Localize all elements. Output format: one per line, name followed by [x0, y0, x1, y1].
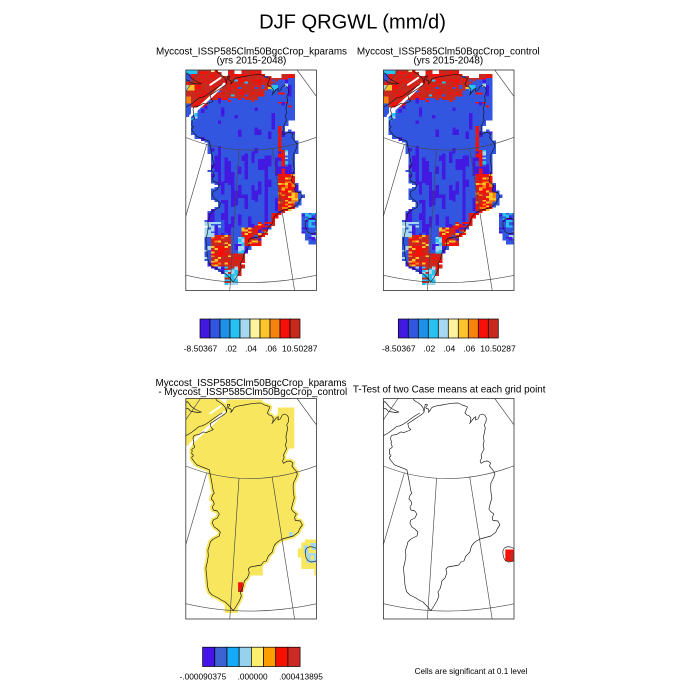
svg-text:.06: .06 — [265, 343, 277, 353]
svg-text:(yrs 2015-2048): (yrs 2015-2048) — [413, 55, 483, 66]
svg-text:T-Test of two Case means at ea: T-Test of two Case means at each grid po… — [353, 384, 546, 395]
svg-text:-8.50367: -8.50367 — [382, 343, 416, 353]
svg-text:.02: .02 — [423, 343, 435, 353]
svg-text:.02: .02 — [225, 343, 237, 353]
svg-text:Myccost_ISSP585Clm50BgcCrop_kp: Myccost_ISSP585Clm50BgcCrop_kparams — [156, 378, 347, 389]
svg-text:-8.50367: -8.50367 — [184, 343, 218, 353]
svg-text:(yrs 2015-2048): (yrs 2015-2048) — [217, 55, 287, 66]
svg-text:.000413895: .000413895 — [279, 671, 323, 681]
svg-text:10.50287: 10.50287 — [480, 343, 516, 353]
svg-text:DJF QRGWL (mm/d): DJF QRGWL (mm/d) — [259, 12, 446, 34]
svg-text:Myccost_ISSP585Clm50BgcCrop_co: Myccost_ISSP585Clm50BgcCrop_control — [357, 47, 540, 58]
svg-text:10.50287: 10.50287 — [282, 343, 318, 353]
svg-text:.04: .04 — [245, 343, 257, 353]
svg-text:.000000: .000000 — [238, 671, 268, 681]
svg-text:.04: .04 — [443, 343, 455, 353]
svg-text:-.000090375: -.000090375 — [180, 671, 227, 681]
svg-text:- Myccost_ISSP585Clm50BgcCrop_: - Myccost_ISSP585Clm50BgcCrop_control — [158, 387, 347, 398]
svg-text:Cells are significant at 0.1 l: Cells are significant at 0.1 level — [415, 667, 528, 676]
svg-text:.06: .06 — [463, 343, 475, 353]
svg-text:Myccost_ISSP585Clm50BgcCrop_kp: Myccost_ISSP585Clm50BgcCrop_kparams — [156, 47, 347, 58]
